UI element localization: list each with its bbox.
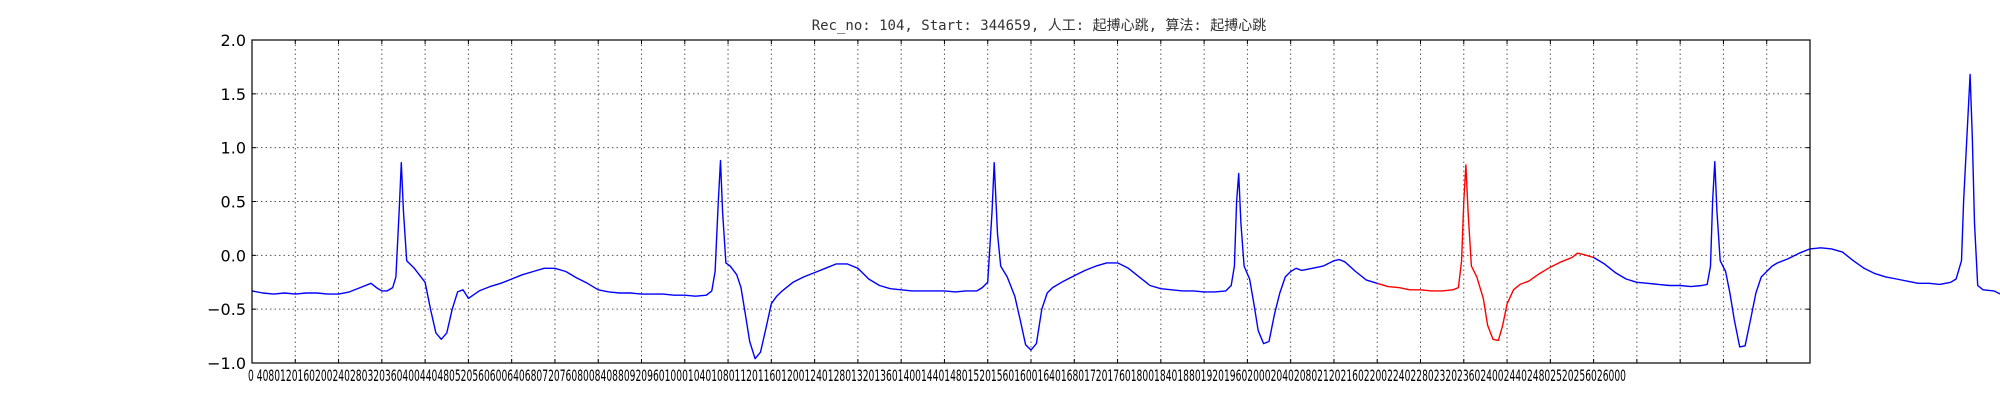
grid-layer <box>252 40 1810 363</box>
ecg-trace-segment-1 <box>251 159 1378 360</box>
chart-title: Rec_no: 104, Start: 344659, 人工: 起搏心跳, 算法… <box>812 17 1267 34</box>
ecg-trace-segment-2 <box>1376 164 1594 342</box>
y-tick-label: −0.5 <box>207 300 246 319</box>
y-tick-label: 2.0 <box>221 31 246 50</box>
y-tick-label: 0.0 <box>221 246 246 265</box>
x-tick-labels: 0 40801201602002402803203604004404805205… <box>248 366 1626 385</box>
y-tick-label: −1.0 <box>207 354 246 373</box>
series-layer <box>251 73 2000 360</box>
ecg-trace-segment-3 <box>1593 73 2000 348</box>
axis-layer: −1.0 −0.5 0.0 0.5 1.0 1.5 2.0 0 408012016020024… <box>207 31 1811 385</box>
y-tick-label: 0.5 <box>221 193 246 212</box>
y-tick-label: 1.5 <box>221 85 246 104</box>
y-tick-label: 1.0 <box>221 139 246 158</box>
